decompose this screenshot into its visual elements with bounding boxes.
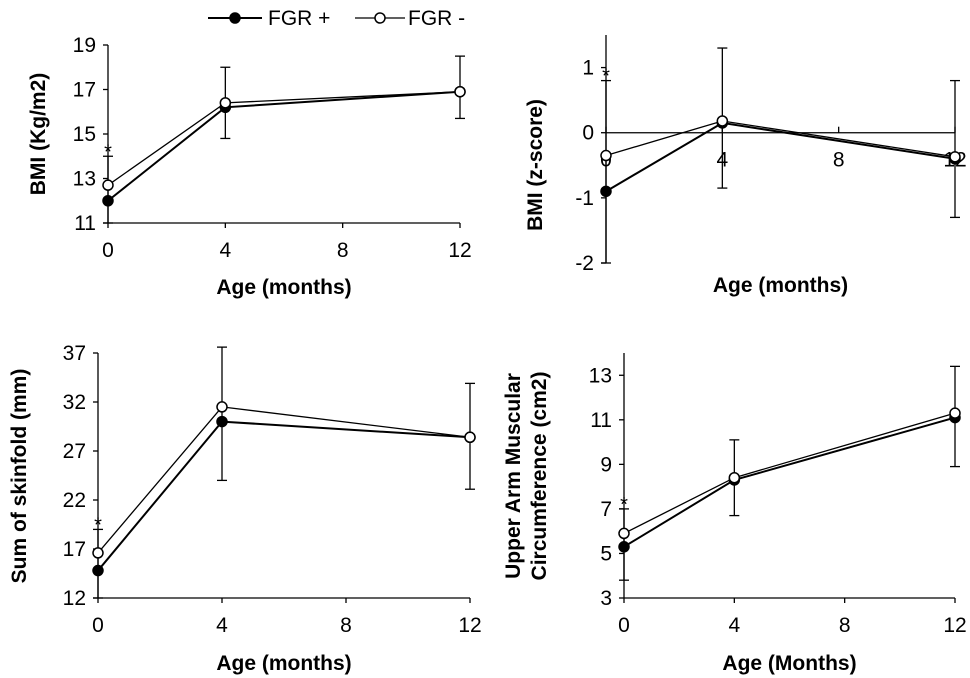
y-tick-label: 32 bbox=[63, 391, 86, 414]
series-line-fgr-minus bbox=[97, 406, 471, 554]
x-tick-label: 12 bbox=[458, 614, 481, 637]
legend-label-fgr-minus: FGR - bbox=[408, 7, 465, 30]
y-tick-label: 11 bbox=[590, 409, 612, 432]
series-line-fgr-plus bbox=[107, 90, 461, 202]
data-point-fgr-minus bbox=[92, 547, 104, 559]
x-axis-title: Age (Months) bbox=[722, 652, 856, 675]
series-line-fgr-plus bbox=[623, 416, 956, 548]
y-tick-label: -1 bbox=[575, 187, 594, 210]
y-axis-title: BMI (z-score) bbox=[524, 99, 547, 231]
y-axis-title: Sum of skinfold (mm) bbox=[8, 369, 31, 584]
x-tick-label: 4 bbox=[728, 614, 740, 637]
y-tick-label: 9 bbox=[600, 453, 612, 476]
y-tick-label: 17 bbox=[63, 538, 86, 561]
x-tick-label: 8 bbox=[340, 614, 352, 637]
y-tick-label: 15 bbox=[73, 123, 96, 146]
x-tick-label: 4 bbox=[219, 239, 231, 262]
x-axis-title: Age (months) bbox=[216, 276, 351, 299]
data-point-fgr-minus bbox=[716, 115, 729, 127]
bmi-chart: 11 13 15 17 19 0 4 8 12 Age (months) BMI (Kg/m2) * bbox=[27, 34, 472, 299]
x-tick-label: 12 bbox=[448, 239, 471, 262]
skinfold-chart: 12 17 22 27 32 37 0 4 8 12 Age (months) Sum of skin… bbox=[8, 342, 482, 675]
data-point-fgr-minus bbox=[600, 149, 612, 162]
data-point-fgr-minus bbox=[454, 85, 466, 98]
y-axis-title-line: Circumference (cm2) bbox=[528, 372, 551, 581]
x-tick-label: 0 bbox=[102, 239, 114, 262]
data-point-fgr-plus bbox=[216, 415, 228, 428]
x-tick-label: 8 bbox=[839, 614, 851, 637]
y-tick-label: 13 bbox=[73, 168, 96, 191]
y-tick-label: 17 bbox=[73, 79, 96, 102]
y-tick-label: 37 bbox=[63, 342, 86, 365]
series-line-fgr-plus bbox=[97, 420, 471, 572]
y-tick-label: 5 bbox=[600, 542, 612, 565]
data-point-fgr-minus bbox=[216, 401, 228, 413]
data-point-fgr-plus bbox=[102, 195, 114, 207]
y-tick-label: 13 bbox=[589, 364, 612, 387]
significance-star: * bbox=[104, 141, 112, 163]
legend: FGR + FGR - bbox=[208, 7, 465, 30]
data-point-fgr-plus bbox=[600, 185, 612, 198]
legend-label-fgr-plus: FGR + bbox=[268, 7, 330, 30]
x-tick-label: 12 bbox=[943, 614, 966, 637]
data-point-fgr-minus bbox=[219, 97, 232, 109]
legend-marker-fgr-minus bbox=[374, 12, 386, 24]
data-point-fgr-minus bbox=[949, 151, 961, 163]
data-point-fgr-minus bbox=[464, 431, 476, 444]
y-tick-label: 1 bbox=[582, 57, 594, 80]
x-axis-title: Age (months) bbox=[216, 652, 351, 675]
x-tick-label: 0 bbox=[92, 614, 104, 637]
significance-star: * bbox=[94, 514, 102, 536]
data-point-fgr-minus bbox=[102, 179, 114, 191]
x-tick-label: 8 bbox=[833, 149, 845, 172]
y-tick-label: 22 bbox=[63, 489, 86, 512]
data-point-fgr-minus bbox=[949, 407, 961, 419]
x-tick-label: 0 bbox=[618, 614, 630, 637]
y-tick-label: 7 bbox=[600, 498, 612, 521]
significance-star: * bbox=[620, 494, 628, 516]
data-point-fgr-minus bbox=[618, 527, 630, 540]
data-point-fgr-plus bbox=[618, 541, 630, 553]
y-tick-label: -2 bbox=[575, 252, 594, 275]
y-tick-label: 11 bbox=[74, 212, 96, 235]
x-tick-label: 8 bbox=[337, 239, 349, 262]
arm-circumference-chart: 3 5 7 9 11 13 0 4 8 12 Age (Months) Upper Arm Muscu… bbox=[502, 353, 967, 675]
legend-marker-fgr-plus bbox=[229, 12, 241, 24]
y-axis-title: BMI (Kg/m2) bbox=[27, 73, 50, 196]
y-axis-title-line: Upper Arm Muscular bbox=[502, 373, 525, 579]
y-tick-label: 3 bbox=[600, 587, 612, 610]
y-tick-label: 19 bbox=[73, 34, 96, 57]
significance-star: * bbox=[602, 66, 610, 88]
x-tick-label: 4 bbox=[216, 614, 228, 637]
y-tick-label: 0 bbox=[582, 122, 594, 145]
y-tick-label: 27 bbox=[63, 440, 86, 463]
data-point-fgr-minus bbox=[728, 471, 741, 484]
data-point-fgr-plus bbox=[92, 564, 104, 577]
x-axis-title: Age (months) bbox=[713, 274, 848, 297]
series-line-fgr-minus bbox=[107, 91, 461, 186]
bmi-zscore-chart: -2-10104812Age (months)BMI (z-score)* bbox=[524, 35, 967, 297]
y-tick-label: 12 bbox=[63, 587, 86, 610]
